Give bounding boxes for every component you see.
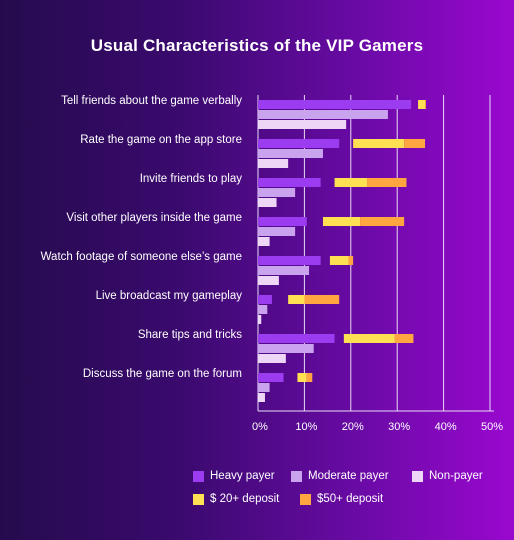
bar-non-payer <box>258 276 279 285</box>
bar-20-deposit <box>334 178 368 187</box>
bar-50-deposit <box>360 217 405 226</box>
bar-20-deposit <box>353 139 405 148</box>
bar-heavy-payer <box>258 100 412 109</box>
category-label: Live broadcast my gameplay <box>96 290 243 302</box>
bar-non-payer <box>258 393 265 402</box>
bar-moderate-payer <box>258 383 270 392</box>
bar-20-deposit <box>288 295 305 304</box>
bar-50-deposit <box>394 334 414 343</box>
category-label: Tell friends about the game verbally <box>61 95 242 107</box>
bar-non-payer <box>258 159 289 168</box>
bar-non-payer <box>258 198 277 207</box>
bar-non-payer <box>258 120 347 129</box>
category-label: Invite friends to play <box>140 173 243 185</box>
bar-moderate-payer <box>258 188 296 197</box>
bar-50-deposit <box>304 295 340 304</box>
bar-50-deposit <box>367 178 407 187</box>
bar-heavy-payer <box>258 139 340 148</box>
bar-heavy-payer <box>258 295 272 304</box>
bar-50-deposit <box>425 100 426 109</box>
bar-20-deposit <box>329 256 349 265</box>
bar-50-deposit <box>404 139 426 148</box>
category-label: Rate the game on the app store <box>80 134 242 146</box>
x-tick-label: 40% <box>435 421 457 433</box>
bar-moderate-payer <box>258 110 388 119</box>
bar-20-deposit <box>418 100 426 109</box>
bar-heavy-payer <box>258 373 284 382</box>
x-tick-label: 0% <box>252 421 268 433</box>
x-tick-label: 30% <box>388 421 410 433</box>
x-tick-label: 50% <box>481 421 503 433</box>
bar-moderate-payer <box>258 344 314 353</box>
category-label: Watch footage of someone else’s game <box>41 251 242 263</box>
bar-non-payer <box>258 237 270 246</box>
bar-50-deposit <box>306 373 313 382</box>
bar-50-deposit <box>348 256 354 265</box>
bar-heavy-payer <box>258 217 307 226</box>
bar-non-payer <box>258 315 262 324</box>
bar-20-deposit <box>343 334 395 343</box>
x-tick-label: 10% <box>295 421 317 433</box>
bar-non-payer <box>258 354 286 363</box>
bar-heavy-payer <box>258 334 335 343</box>
bar-20-deposit <box>322 217 361 226</box>
bar-heavy-payer <box>258 178 321 187</box>
category-label: Share tips and tricks <box>138 329 242 341</box>
chart-title: Usual Characteristics of the VIP Gamers <box>90 36 424 55</box>
x-tick-label: 20% <box>342 421 364 433</box>
bar-moderate-payer <box>258 227 296 236</box>
bar-moderate-payer <box>258 149 323 158</box>
bar-20-deposit <box>297 373 307 382</box>
bar-heavy-payer <box>258 256 321 265</box>
bar-moderate-payer <box>258 266 310 275</box>
bar-moderate-payer <box>258 305 268 314</box>
category-label: Visit other players inside the game <box>66 212 242 224</box>
category-label: Discuss the game on the forum <box>83 368 242 380</box>
